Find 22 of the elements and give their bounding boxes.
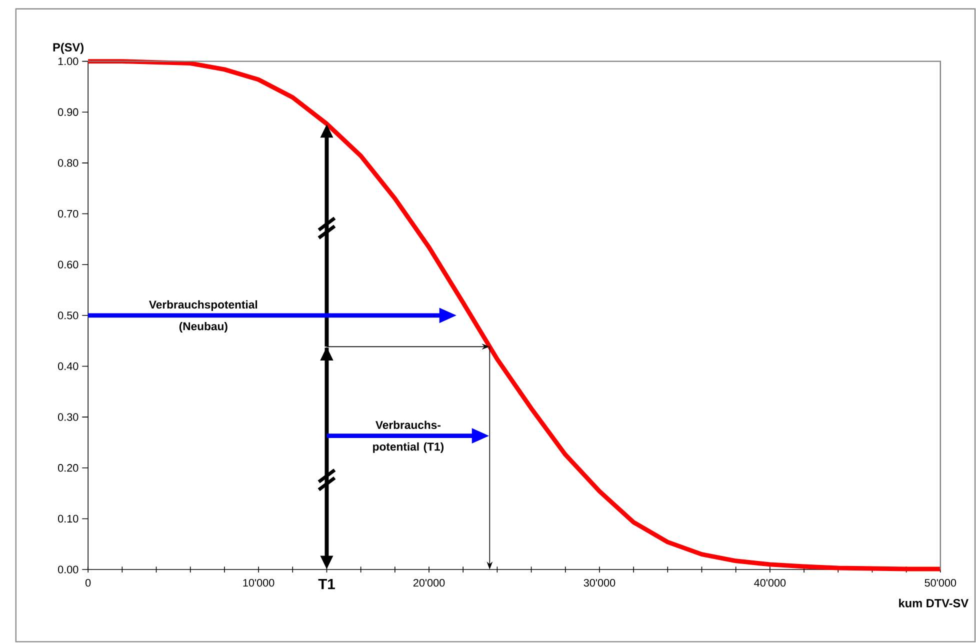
y-tick-label: 0.60 bbox=[58, 260, 78, 269]
y-tick-label: 0.10 bbox=[58, 515, 78, 523]
y-tick-label: 0.00 bbox=[58, 566, 78, 574]
y-tick-label: 0.40 bbox=[58, 362, 78, 370]
x-tick-label: 10'000 bbox=[243, 579, 274, 587]
annotation: Verbrauchs-potential (T1) bbox=[373, 420, 444, 454]
y-tick-label: 1.00 bbox=[58, 58, 78, 66]
x-tick-label: 0 bbox=[85, 579, 91, 587]
x-tick-label: 30'000 bbox=[584, 579, 616, 587]
x-tick-label: T1 bbox=[318, 579, 335, 590]
x-tick-label: 20'000 bbox=[413, 579, 445, 587]
x-tick-label: 40'000 bbox=[754, 579, 786, 587]
y-tick-label: 0.90 bbox=[58, 108, 78, 116]
x-axis-title: kum DTV-SV bbox=[899, 598, 968, 608]
y-tick-label: 0.30 bbox=[58, 413, 78, 422]
y-tick-label: 0.80 bbox=[58, 159, 78, 167]
y-axis-title: P(SV) bbox=[53, 42, 84, 54]
annotation: Verbrauchspotential (Neubau) bbox=[149, 300, 258, 333]
x-tick-label: 50'000 bbox=[924, 579, 956, 587]
y-tick-label: 0.20 bbox=[58, 464, 78, 472]
y-tick-label: 0.70 bbox=[58, 210, 78, 218]
y-tick-label: 0.50 bbox=[58, 312, 78, 320]
